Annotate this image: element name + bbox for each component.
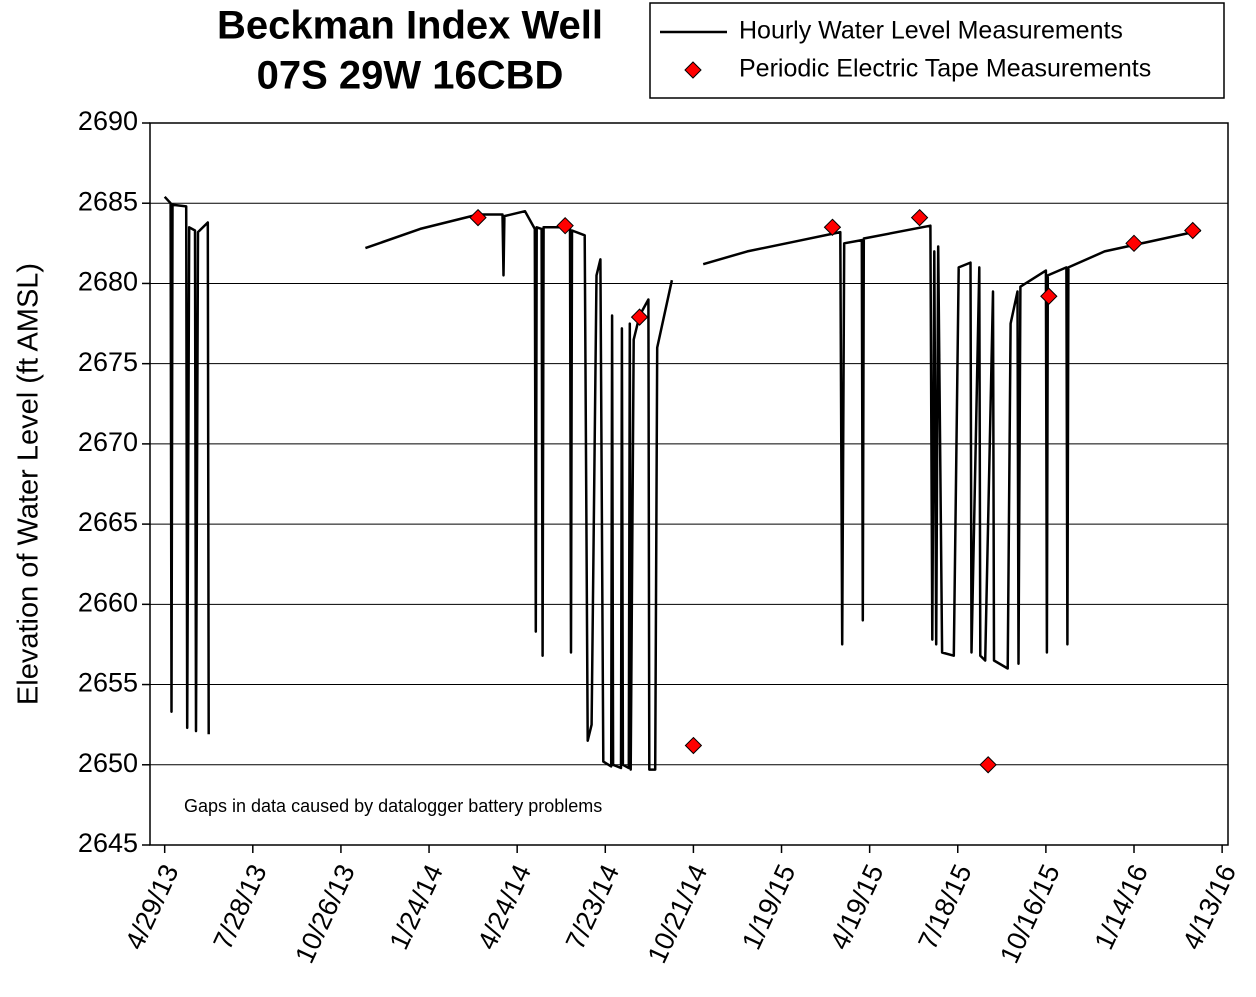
- tape-measurement: [469, 208, 487, 227]
- y-tick-label: 2665: [78, 507, 138, 537]
- chart-subtitle: 07S 29W 16CBD: [257, 54, 564, 98]
- x-tick-label: 7/18/15: [912, 860, 977, 954]
- tape-measurement: [910, 208, 929, 227]
- y-tick-label: 2655: [78, 668, 138, 698]
- x-tick-label: 1/24/14: [384, 860, 449, 954]
- tape-measurement: [1040, 287, 1058, 305]
- y-tick-label: 2675: [78, 347, 138, 377]
- legend-marker: [684, 61, 702, 79]
- x-tick-label: 4/29/13: [119, 860, 184, 954]
- x-tick-label: 1/19/15: [736, 860, 801, 954]
- y-tick-label: 2685: [78, 186, 138, 216]
- y-tick-label: 2645: [78, 828, 138, 858]
- x-tick-label: 7/23/14: [560, 860, 625, 954]
- y-tick-label: 2690: [78, 106, 138, 136]
- x-tick-label: 4/13/16: [1177, 860, 1242, 954]
- y-tick-label: 2660: [78, 587, 138, 617]
- plot-frame: [149, 122, 1229, 846]
- x-tick-label: 10/16/15: [994, 860, 1066, 968]
- x-tick-label: 4/24/14: [472, 860, 537, 954]
- chart-title: Beckman Index Well: [217, 4, 603, 48]
- y-tick-label: 2650: [78, 748, 138, 778]
- tape-measurement: [556, 216, 574, 235]
- y-tick-label: 2670: [78, 427, 138, 457]
- tape-measurement: [630, 308, 649, 326]
- y-tick-label: 2680: [78, 267, 138, 297]
- y-axis-label: Elevation of Water Level (ft AMSL): [13, 263, 45, 705]
- tape-measurement: [1125, 234, 1143, 253]
- x-tick-label: 10/21/14: [642, 860, 714, 968]
- x-tick-label: 10/26/13: [289, 860, 361, 968]
- water-level-line: [163, 195, 1201, 771]
- legend-label: Hourly Water Level Measurements: [739, 17, 1123, 45]
- legend-label: Periodic Electric Tape Measurements: [739, 55, 1151, 83]
- tape-measurement: [979, 756, 997, 774]
- x-tick-label: 7/28/13: [207, 860, 272, 954]
- tape-measurement: [823, 218, 842, 236]
- annotation: Gaps in data caused by datalogger batter…: [184, 796, 602, 816]
- x-tick-label: 1/14/16: [1089, 860, 1154, 954]
- tape-measurement: [1184, 221, 1202, 240]
- tape-measurement: [684, 736, 703, 755]
- legend-box: [649, 2, 1225, 99]
- x-tick-label: 4/19/15: [824, 860, 889, 954]
